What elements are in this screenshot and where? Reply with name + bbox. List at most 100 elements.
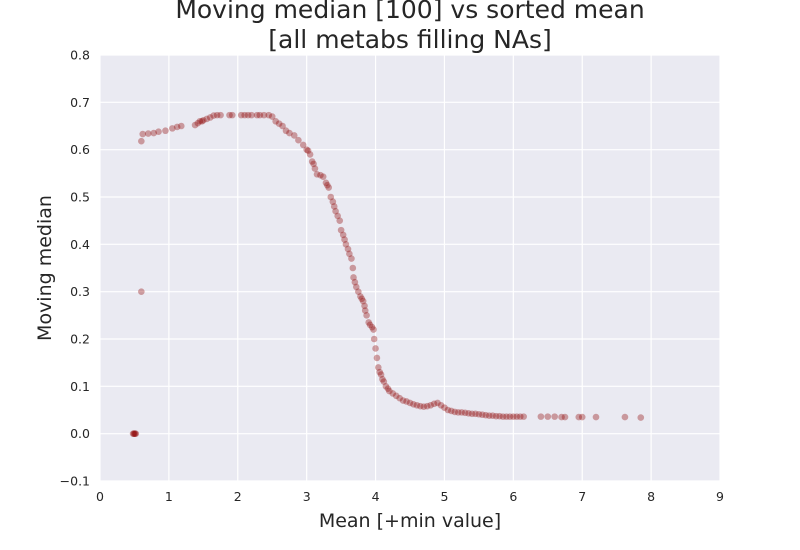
chart-title-line-1: Moving median [100] vs sorted mean xyxy=(175,0,644,24)
data-point xyxy=(299,141,307,149)
data-point xyxy=(403,398,410,405)
data-point xyxy=(349,264,357,272)
data-point xyxy=(324,181,331,189)
data-point xyxy=(228,111,236,119)
data-point xyxy=(406,399,414,407)
data-point xyxy=(342,241,350,248)
data-point xyxy=(275,120,283,127)
data-point xyxy=(311,165,319,172)
data-point xyxy=(370,326,377,333)
data-point xyxy=(295,136,302,144)
data-point xyxy=(282,127,290,135)
data-point xyxy=(423,402,431,410)
data-point xyxy=(492,412,500,420)
data-point xyxy=(496,412,503,420)
chart-title-line-2: [all metabs filling NAs] xyxy=(268,25,551,54)
data-point xyxy=(361,307,369,314)
x-tick-label: 8 xyxy=(647,489,655,504)
plot-area xyxy=(100,55,720,481)
data-point xyxy=(196,117,204,125)
data-point xyxy=(355,288,362,295)
x-tick-labels: 0 1 2 3 4 5 6 7 8 9 xyxy=(96,489,724,504)
data-point xyxy=(575,413,583,421)
data-point xyxy=(417,402,424,410)
data-point xyxy=(350,274,357,281)
data-point xyxy=(506,413,514,420)
data-point xyxy=(420,403,428,410)
x-tick-label: 1 xyxy=(165,489,173,504)
data-point xyxy=(461,409,469,417)
data-point xyxy=(244,111,252,119)
data-point xyxy=(210,112,217,119)
data-point xyxy=(376,368,383,376)
data-point xyxy=(561,413,569,421)
y-tick-label: 0.1 xyxy=(70,379,90,394)
x-axis-label: Mean [+min value] xyxy=(319,510,501,532)
y-tick-label: 0.3 xyxy=(70,284,90,299)
data-point xyxy=(325,184,333,191)
data-point xyxy=(130,430,138,437)
data-points xyxy=(129,111,645,437)
data-point xyxy=(399,397,407,404)
data-point xyxy=(458,409,465,416)
data-point xyxy=(138,288,145,295)
x-tick-label: 6 xyxy=(509,489,517,504)
data-point xyxy=(544,413,552,420)
data-point xyxy=(441,404,448,411)
data-point xyxy=(359,297,367,305)
data-point xyxy=(485,412,493,419)
data-point xyxy=(352,283,360,291)
data-point xyxy=(375,364,382,371)
data-point xyxy=(368,323,376,331)
data-point xyxy=(319,173,327,180)
data-point xyxy=(392,392,400,400)
data-point xyxy=(427,401,434,409)
data-point xyxy=(313,170,321,178)
data-point xyxy=(377,371,385,378)
data-point xyxy=(380,378,388,385)
data-point xyxy=(503,413,510,420)
data-point xyxy=(357,293,364,300)
data-point xyxy=(237,111,245,119)
data-point xyxy=(173,123,181,131)
data-point xyxy=(129,430,137,437)
data-point xyxy=(132,430,140,437)
data-point xyxy=(621,413,629,421)
data-point xyxy=(472,410,479,418)
data-point xyxy=(253,111,261,119)
data-point xyxy=(169,125,176,132)
data-point xyxy=(479,411,486,419)
data-point xyxy=(139,130,147,138)
data-point xyxy=(303,146,310,153)
data-point xyxy=(217,111,224,119)
y-tick-label: 0.7 xyxy=(70,95,90,110)
data-point xyxy=(304,147,312,154)
data-point xyxy=(578,413,586,421)
x-tick-label: 4 xyxy=(372,489,380,504)
data-point xyxy=(279,122,286,130)
data-point xyxy=(213,111,221,119)
y-tick-label: 0.6 xyxy=(70,142,90,157)
data-point xyxy=(379,375,386,383)
data-point xyxy=(290,132,298,139)
data-point xyxy=(322,179,330,187)
data-point xyxy=(386,387,393,395)
data-point xyxy=(465,410,472,417)
data-point xyxy=(451,408,459,416)
data-point xyxy=(475,410,483,418)
data-point xyxy=(310,160,317,168)
data-point xyxy=(520,413,527,420)
data-point xyxy=(131,430,138,437)
data-point xyxy=(410,401,417,408)
data-point xyxy=(434,399,441,407)
data-point xyxy=(389,390,397,397)
y-axis-label: Moving median xyxy=(34,195,56,341)
data-point xyxy=(382,383,390,390)
y-tick-label: 0.4 xyxy=(70,237,90,252)
data-point xyxy=(191,121,199,129)
data-point xyxy=(396,394,403,402)
data-point xyxy=(370,335,378,343)
x-tick-label: 7 xyxy=(578,489,586,504)
data-point xyxy=(444,406,452,414)
data-point xyxy=(351,278,359,286)
